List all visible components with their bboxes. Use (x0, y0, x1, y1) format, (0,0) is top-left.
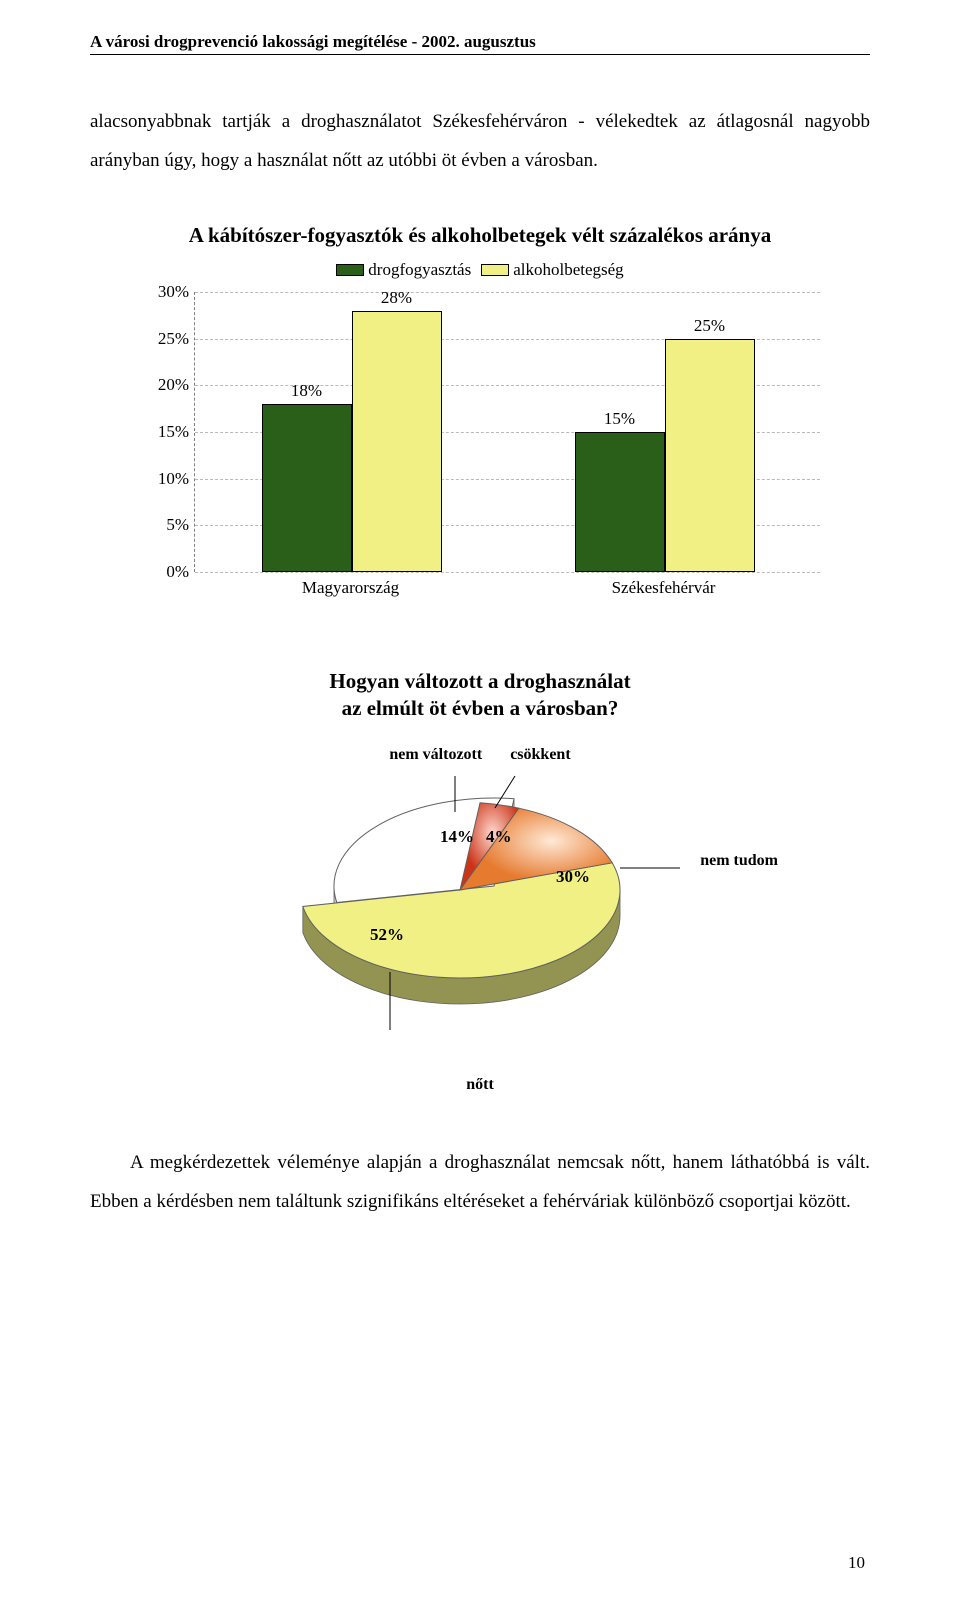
legend-item: drogfogyasztás (336, 260, 471, 280)
bar: 25% (665, 339, 755, 572)
legend-swatch (336, 264, 364, 276)
y-tick-label: 5% (143, 515, 189, 535)
intro-paragraph: alacsonyabbnak tartják a droghasználatot… (90, 103, 870, 181)
pie-title-line1: Hogyan változott a droghasználat (329, 669, 630, 693)
pie-label-nott: nőtt (210, 1076, 750, 1094)
bar-chart-xaxis: MagyarországSzékesfehérvár (194, 578, 820, 598)
gridline (195, 292, 820, 293)
x-tick-label: Székesfehérvár (507, 578, 820, 598)
bar: 18% (262, 404, 352, 572)
pie-pct-label: 52% (370, 925, 404, 944)
bar-chart-title: A kábítószer-fogyasztók és alkoholbetege… (140, 223, 820, 248)
bar-value-label: 18% (263, 381, 351, 401)
pie-pct-label: 14% (440, 827, 474, 846)
pie-chart-title: Hogyan változott a droghasználat az elmú… (90, 668, 870, 723)
bar-chart-legend: drogfogyasztás alkoholbetegség (140, 260, 820, 280)
legend-label: alkoholbetegség (513, 260, 623, 280)
outro-text: A megkérdezettek véleménye alapján a dro… (90, 1152, 870, 1212)
bar-value-label: 15% (576, 409, 664, 429)
y-tick-label: 15% (143, 422, 189, 442)
bar-chart: A kábítószer-fogyasztók és alkoholbetege… (140, 223, 820, 598)
pie-pct-label: 30% (556, 867, 590, 886)
pie-label-nem-tudom: nem tudom (700, 852, 778, 870)
pie-pct-label: 4% (486, 827, 512, 846)
bar: 28% (352, 311, 442, 572)
y-tick-label: 20% (143, 375, 189, 395)
legend-swatch (481, 264, 509, 276)
gridline (195, 572, 820, 573)
y-tick-label: 0% (143, 562, 189, 582)
x-tick-label: Magyarország (194, 578, 507, 598)
pie-label-csokkent: csökkent (510, 746, 570, 764)
page-header: A városi drogprevenció lakossági megítél… (90, 32, 870, 55)
page-number: 10 (848, 1553, 865, 1573)
pie-chart-body: nem változott csökkent 52%30%4%14% nem t… (210, 746, 750, 1094)
pie-svg: 52% 30% 4% 14% (260, 772, 700, 1032)
y-tick-label: 25% (143, 329, 189, 349)
legend-item: alkoholbetegség (481, 260, 623, 280)
pie-chart: Hogyan változott a droghasználat az elmú… (90, 668, 870, 1095)
legend-label: drogfogyasztás (368, 260, 471, 280)
pie-top-labels: nem változott csökkent (210, 746, 750, 764)
bar: 15% (575, 432, 665, 572)
bar-value-label: 28% (353, 288, 441, 308)
y-tick-label: 10% (143, 469, 189, 489)
bar-value-label: 25% (666, 316, 754, 336)
bar-chart-plot: 30%25%20%15%10%5%0%18%28%15%25% (194, 292, 820, 572)
outro-paragraph: A megkérdezettek véleménye alapján a dro… (90, 1144, 870, 1222)
pie-title-line2: az elmúlt öt évben a városban? (342, 696, 619, 720)
pie-label-nem-valtozott: nem változott (389, 746, 482, 764)
y-tick-label: 30% (143, 282, 189, 302)
